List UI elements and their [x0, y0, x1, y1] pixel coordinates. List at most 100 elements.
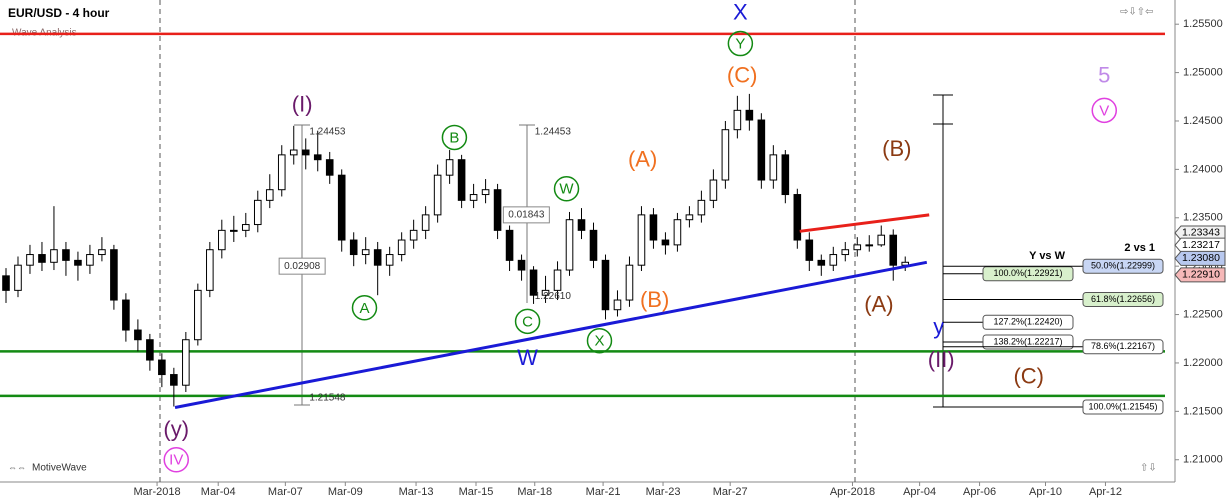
candle-body — [50, 249, 58, 263]
wave-label: y — [933, 314, 944, 339]
wave-label: (C) — [1013, 363, 1044, 388]
wave-label: IV — [169, 452, 183, 469]
x-tick-label: Mar-27 — [713, 486, 748, 498]
candle-body — [158, 359, 166, 376]
candle-body — [637, 214, 646, 266]
y-tick-label: 1.24500 — [1183, 115, 1223, 127]
wave-label: (A) — [628, 147, 657, 172]
wave-label: A — [359, 300, 369, 317]
candle-body — [385, 254, 394, 266]
wave-label: X — [733, 0, 748, 24]
candle-body — [361, 249, 370, 256]
candle-body — [349, 239, 358, 256]
tool-label: 1.21548 — [309, 392, 346, 403]
fib-title: Y vs W — [1029, 250, 1065, 262]
chart-title: EUR/USD - 4 hour — [8, 6, 110, 20]
wave-circle — [163, 446, 189, 473]
candle-body — [253, 199, 262, 226]
wave-label: W — [517, 345, 538, 370]
candle-body — [2, 275, 10, 291]
wave-label: C — [522, 313, 533, 330]
candle-body — [481, 189, 490, 196]
fib-label: 138.2%(1.22217) — [993, 336, 1062, 346]
fib-label: 100.0%(1.22921) — [993, 268, 1062, 278]
candle-body — [409, 229, 418, 241]
nav-icon[interactable]: ⇔⇔ — [8, 462, 26, 472]
price-tag-label: 1.22910 — [1182, 269, 1220, 281]
candle-body — [793, 194, 802, 241]
candle-body — [241, 224, 250, 231]
candle-body — [230, 229, 238, 232]
tool-label-box — [278, 257, 326, 275]
wave-label: (B) — [640, 287, 669, 312]
nav-icon[interactable]: ⇧⇩ — [1140, 463, 1157, 474]
candle-body — [421, 214, 430, 231]
tool-label: 1.22610 — [535, 291, 572, 302]
fib-label: 100.0%(1.21545) — [1088, 401, 1157, 411]
x-tick-label: Mar-04 — [201, 486, 236, 498]
x-tick-label: Mar-23 — [646, 486, 681, 498]
candle-body — [589, 229, 598, 261]
candle-body — [661, 239, 670, 246]
candle-body — [110, 249, 118, 301]
wave-label: (I) — [292, 91, 313, 116]
x-tick-label: Mar-18 — [517, 486, 552, 498]
x-tick-label: Mar-2018 — [134, 486, 181, 498]
candle-body — [26, 254, 34, 266]
x-tick-label: Apr-10 — [1029, 486, 1062, 498]
candle-body — [781, 154, 790, 196]
candle-body — [134, 329, 142, 341]
candle-body — [182, 339, 190, 386]
wave-circle — [441, 124, 468, 151]
candle-body — [745, 109, 754, 121]
price-tag-label: 1.23343 — [1182, 227, 1220, 239]
y-tick-label: 1.22000 — [1183, 357, 1223, 369]
candle-body — [62, 249, 70, 261]
wave-label: (II) — [928, 347, 955, 372]
wave-label: B — [449, 129, 459, 146]
x-tick-label: Mar-21 — [586, 486, 621, 498]
y-tick-label: 1.22500 — [1183, 308, 1223, 320]
footer: MotiveWave — [32, 463, 87, 474]
nav-icon[interactable]: ⇨⇩⇧⇦ — [1120, 7, 1154, 18]
candle-body — [865, 244, 874, 247]
y-tick-label: 1.25000 — [1183, 66, 1223, 78]
fib-label: 78.6%(1.22167) — [1091, 341, 1155, 351]
trend-line — [174, 260, 928, 409]
candle-body — [194, 289, 202, 341]
candle-body — [565, 219, 574, 271]
candle-body — [277, 154, 286, 191]
candle-body — [769, 154, 778, 181]
candle-body — [433, 174, 442, 216]
candle-body — [853, 244, 862, 251]
tool-label: 0.01843 — [508, 210, 545, 221]
wave-label: (y) — [163, 417, 189, 442]
fib-box — [982, 334, 1074, 350]
candle-body — [817, 259, 826, 266]
candle-body — [505, 229, 514, 261]
candle-body — [529, 269, 538, 296]
trend-line — [799, 213, 930, 233]
candle-body — [86, 254, 94, 266]
candle-body — [218, 229, 226, 251]
candle-body — [469, 194, 478, 201]
wave-circle — [351, 295, 378, 321]
wave-circle — [514, 308, 541, 335]
wave-circle — [1091, 97, 1118, 124]
y-tick-label: 1.23500 — [1183, 212, 1223, 224]
price-tag — [1174, 267, 1226, 283]
candle-body — [709, 179, 718, 201]
candle-body — [649, 214, 658, 241]
wave-label: Y — [735, 36, 745, 53]
candle-body — [553, 269, 562, 291]
candle-body — [122, 299, 130, 331]
candle-body — [733, 109, 742, 131]
candle-body — [757, 119, 766, 181]
candle-body — [289, 149, 298, 156]
fib-box — [1082, 339, 1164, 355]
y-tick-label: 1.21000 — [1183, 454, 1223, 466]
price-tag-label: 1.23217 — [1182, 239, 1220, 251]
wave-circle — [586, 327, 613, 354]
fib-box — [982, 266, 1074, 282]
fib-box — [1082, 399, 1164, 415]
